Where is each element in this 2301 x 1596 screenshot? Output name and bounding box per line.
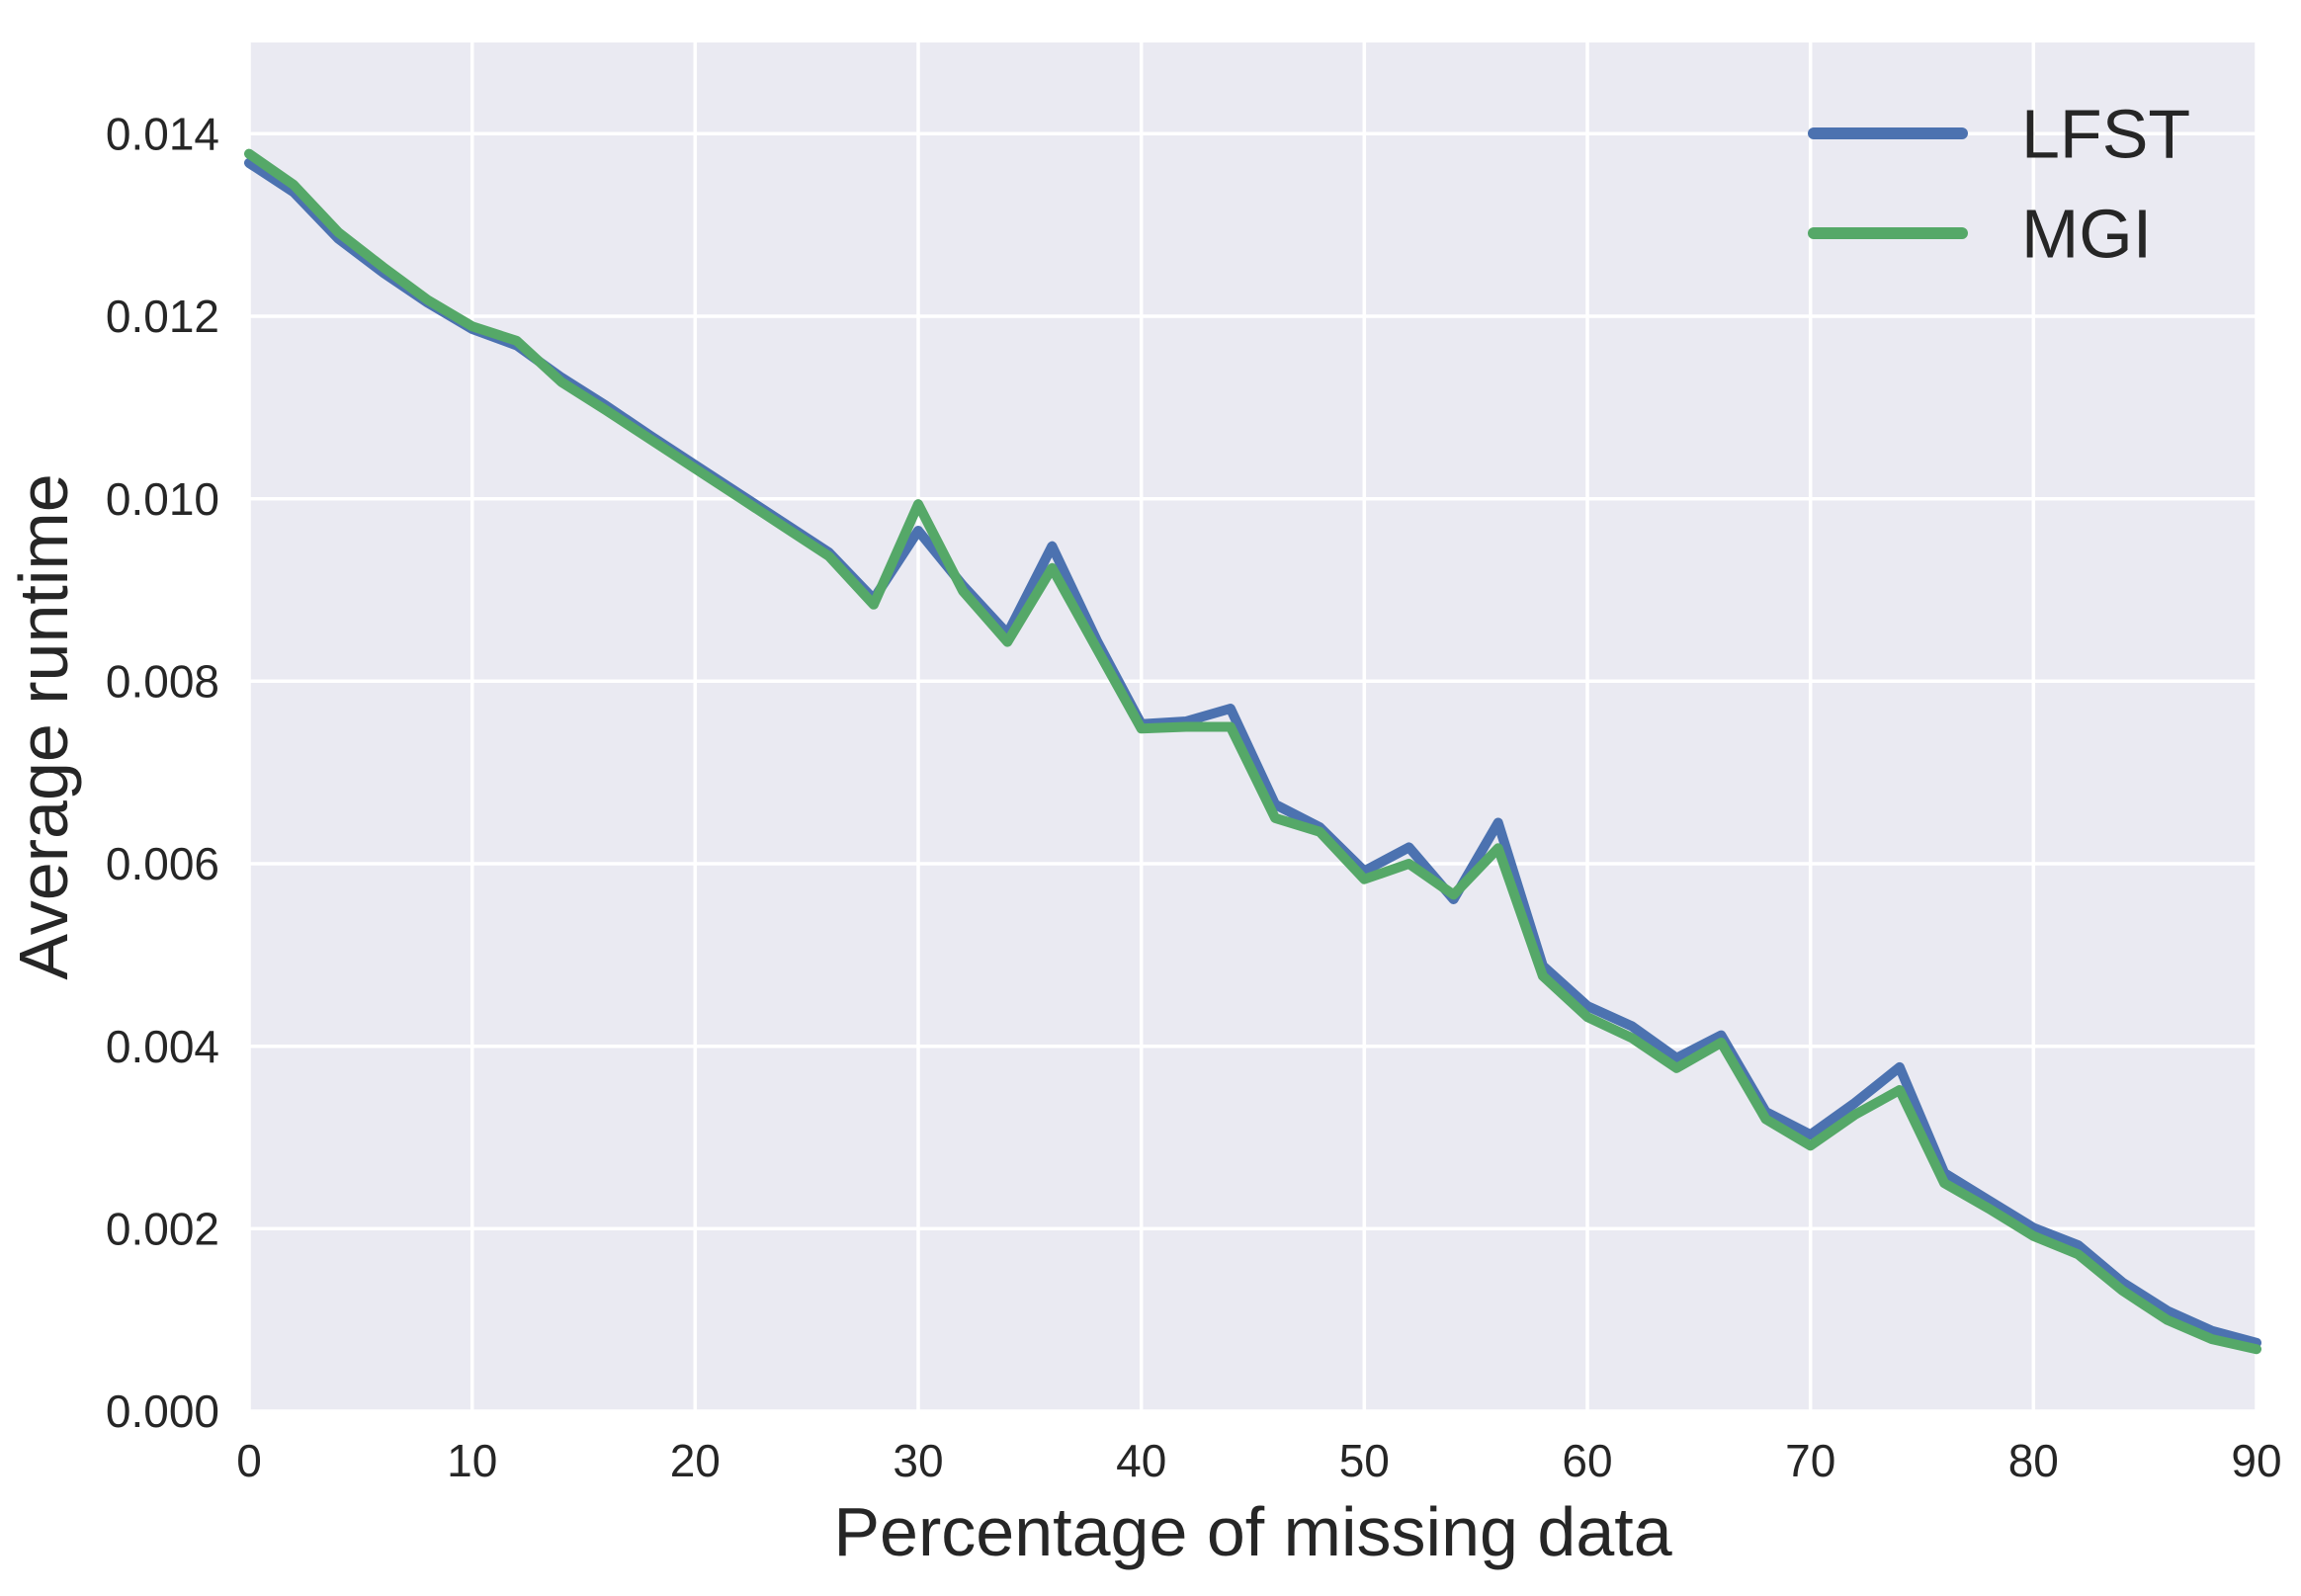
series-line-mgi	[244, 148, 2261, 1355]
y-tick-label: 0.014	[106, 108, 219, 159]
y-tick-label: 0.004	[106, 1021, 219, 1072]
y-tick-label: 0.002	[106, 1203, 219, 1254]
x-tick-label: 50	[1339, 1435, 1390, 1486]
x-tick-label: 30	[893, 1435, 943, 1486]
x-tick-label: 80	[2008, 1435, 2059, 1486]
x-tick-label: 10	[447, 1435, 497, 1486]
y-tick-label: 0.006	[106, 838, 219, 889]
x-tick-label: 20	[670, 1435, 721, 1486]
legend-label-mgi: MGI	[2021, 196, 2152, 273]
x-tick-label: 40	[1116, 1435, 1166, 1486]
x-tick-label: 90	[2231, 1435, 2281, 1486]
gridlines	[247, 42, 2258, 1413]
y-axis-label: Average runtime	[5, 473, 82, 979]
x-tick-label: 70	[1785, 1435, 1835, 1486]
series-lines	[244, 148, 2261, 1355]
y-tick-label: 0.010	[106, 473, 219, 525]
y-tick-labels: 0.000 0.002 0.004 0.006 0.008 0.010 0.012 0.014	[106, 108, 219, 1437]
x-axis-label: Percentage of missing data	[833, 1493, 1671, 1570]
y-tick-label: 0.000	[106, 1386, 219, 1437]
y-tick-label: 0.008	[106, 655, 219, 707]
legend: LFST MGI	[1808, 96, 2190, 273]
legend-label-lfst: LFST	[2021, 96, 2190, 173]
plot-area	[249, 42, 2257, 1411]
y-tick-label: 0.012	[106, 291, 219, 342]
x-tick-label: 0	[236, 1435, 262, 1486]
x-tick-labels: 0 10 20 30 40 50 60 70 80 90	[236, 1435, 2281, 1486]
x-tick-label: 60	[1562, 1435, 1612, 1486]
